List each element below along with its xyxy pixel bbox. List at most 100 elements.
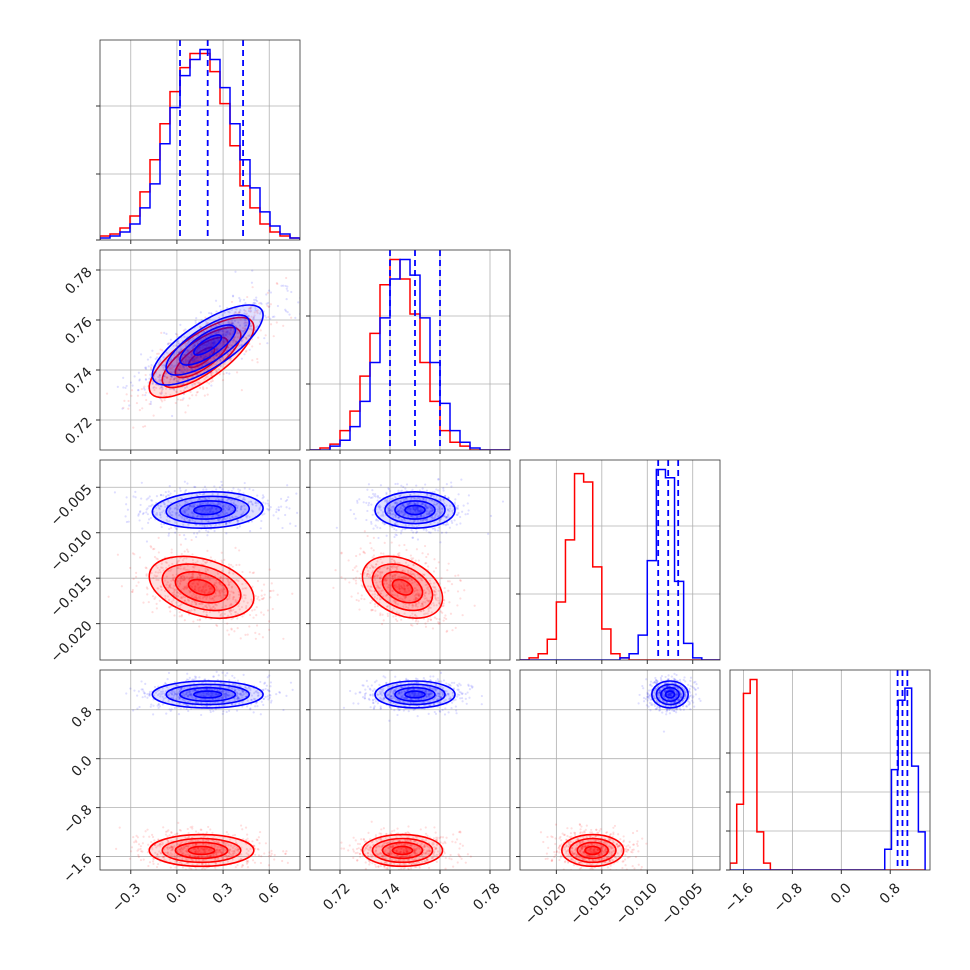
scatter-point (168, 853, 171, 856)
scatter-point (222, 586, 226, 589)
scatter-point (177, 358, 180, 362)
scatter-point (241, 338, 244, 342)
scatter-point (189, 356, 192, 359)
scatter-point (227, 581, 231, 584)
scatter-point (204, 585, 207, 589)
scatter-point (189, 577, 192, 580)
scatter-point (369, 496, 373, 499)
scatter-point (430, 494, 433, 497)
scatter-point (201, 386, 205, 389)
scatter-point (185, 343, 188, 346)
scatter-point (405, 595, 408, 598)
scatter-point (455, 513, 458, 517)
scatter-point (412, 511, 415, 514)
scatter-point (177, 351, 181, 354)
scatter-point (282, 637, 285, 640)
scatter-point (243, 324, 246, 328)
scatter-point (208, 382, 211, 385)
scatter-point (177, 342, 181, 345)
scatter-point (221, 378, 225, 382)
scatter-point (400, 529, 403, 533)
scatter-point (211, 492, 214, 496)
scatter-point (446, 580, 450, 583)
scatter-point (235, 308, 238, 311)
scatter-point (185, 508, 188, 512)
scatter-point (202, 585, 205, 588)
scatter-point (403, 570, 406, 573)
scatter-point (208, 498, 211, 501)
scatter-point (382, 619, 385, 622)
panel-plot-area (100, 670, 300, 870)
scatter-point (402, 498, 405, 501)
scatter-point (226, 622, 229, 625)
scatter-point (200, 318, 203, 322)
scatter-point (159, 360, 162, 363)
scatter-point (210, 848, 213, 852)
scatter-point (221, 330, 225, 333)
scatter-point (373, 575, 377, 578)
histogram-step (520, 468, 720, 660)
scatter-point (177, 514, 180, 517)
scatter-point (425, 555, 428, 559)
scatter-point (217, 519, 220, 522)
scatter-point (255, 310, 258, 313)
scatter-point (261, 597, 265, 601)
scatter-point (218, 305, 222, 308)
scatter-point (408, 576, 411, 580)
scatter-point (386, 612, 389, 615)
scatter-point (209, 502, 212, 505)
scatter-point (228, 333, 232, 336)
panel-plot-area (310, 250, 510, 450)
scatter-point (200, 509, 204, 512)
scatter-point (158, 374, 162, 377)
scatter-point (411, 624, 414, 627)
scatter-point (205, 604, 208, 607)
scatter-point (157, 551, 160, 554)
scatter-point (177, 585, 180, 588)
scatter-point (233, 311, 237, 314)
scatter-point (204, 355, 207, 358)
scatter-point (213, 857, 217, 860)
scatter-point (223, 594, 226, 597)
scatter-point (379, 552, 383, 555)
scatter-point (413, 589, 416, 593)
scatter-point (187, 609, 191, 612)
scatter-point (402, 485, 405, 489)
scatter-point (149, 400, 153, 403)
scatter-point (158, 387, 162, 390)
scatter-point (199, 828, 202, 831)
scatter-point (204, 843, 208, 846)
scatter-point (193, 595, 196, 599)
scatter-point (427, 618, 430, 621)
scatter-point (176, 356, 180, 359)
scatter-point (247, 307, 251, 310)
scatter-point (424, 503, 427, 506)
scatter-point (447, 496, 450, 499)
panel-plot-area (520, 460, 720, 660)
scatter-point (202, 835, 205, 838)
scatter-point (192, 848, 195, 851)
scatter-point (176, 384, 180, 387)
scatter-point (224, 338, 227, 341)
scatter-point (125, 384, 128, 388)
scatter-point (205, 488, 208, 491)
scatter-point (204, 508, 207, 511)
scatter-point (440, 507, 444, 510)
scatter-point (415, 511, 418, 514)
scatter-point (227, 583, 230, 587)
scatter-point (395, 565, 398, 569)
scatter-point (228, 610, 232, 613)
scatter-point (137, 855, 140, 858)
scatter-point (443, 502, 446, 505)
scatter-point (402, 504, 405, 507)
scatter-point (417, 594, 420, 597)
scatter-point (200, 589, 203, 592)
scatter-point (219, 851, 222, 854)
scatter-point (222, 340, 225, 343)
scatter-point (376, 560, 379, 563)
scatter-point (201, 363, 204, 367)
scatter-point (284, 513, 287, 517)
scatter-point (171, 848, 174, 851)
scatter-point (153, 388, 156, 392)
scatter-point (183, 575, 186, 578)
